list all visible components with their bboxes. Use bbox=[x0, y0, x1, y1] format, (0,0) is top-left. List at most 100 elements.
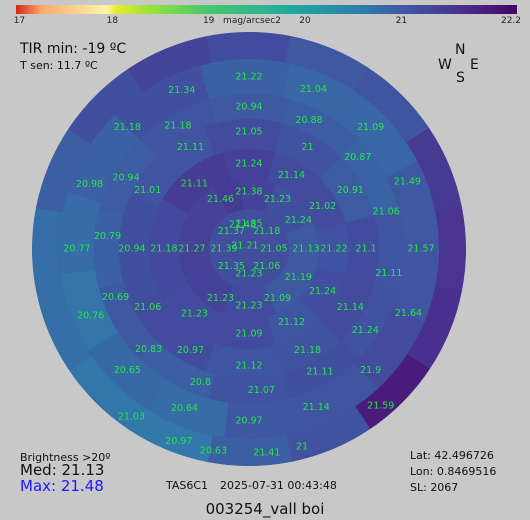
sky-value-label: 21.35 bbox=[235, 219, 262, 230]
sky-value-label: 21.05 bbox=[260, 244, 287, 255]
sky-value-label: 21.38 bbox=[235, 187, 262, 198]
compass-west-label: W bbox=[438, 57, 452, 73]
sky-cell bbox=[204, 342, 283, 379]
sky-value-label: 20.77 bbox=[63, 244, 90, 255]
sky-cell bbox=[282, 340, 359, 399]
sky-cell bbox=[285, 222, 319, 276]
sky-cell bbox=[386, 161, 439, 243]
sky-cell bbox=[68, 69, 143, 145]
sky-cell bbox=[149, 199, 189, 299]
sky-cell bbox=[392, 240, 439, 322]
sky-value-label: 21.34 bbox=[168, 85, 195, 96]
sky-value-label: 21.07 bbox=[248, 385, 275, 396]
sky-value-label: 21.06 bbox=[134, 302, 161, 313]
sky-cell bbox=[319, 157, 375, 224]
sky-value-label: 21.06 bbox=[373, 207, 400, 218]
sky-cell bbox=[59, 191, 102, 274]
sky-cell bbox=[223, 316, 275, 350]
sky-value-label: 21.57 bbox=[407, 244, 434, 255]
sky-value-label: 21.27 bbox=[178, 244, 205, 255]
sky-value-label: 21.24 bbox=[285, 215, 312, 226]
sky-cell bbox=[35, 129, 91, 213]
colorbar-tick-21: 21 bbox=[395, 16, 408, 26]
colorbar-tick-22.2: 22.2 bbox=[500, 16, 522, 26]
sky-value-label: 20.79 bbox=[94, 231, 121, 242]
sky-cell bbox=[114, 65, 209, 140]
sky-cell bbox=[340, 139, 399, 216]
station-id: TAS6C1 bbox=[166, 479, 209, 492]
sky-cell bbox=[88, 332, 166, 410]
sky-value-label: 21.11 bbox=[375, 268, 402, 279]
sky-value-label: 21.49 bbox=[394, 176, 421, 187]
sky-value-label: 21 bbox=[296, 442, 308, 453]
sky-cell bbox=[184, 264, 234, 314]
sky-cell bbox=[32, 207, 63, 293]
sky-cell bbox=[343, 98, 418, 178]
latitude: Lat: 42.496726 bbox=[410, 449, 494, 462]
sky-cell bbox=[129, 407, 213, 463]
sky-value-label: 21.24 bbox=[352, 325, 379, 336]
timestamp: 2025-07-31 00:43:48 bbox=[220, 479, 337, 492]
sky-cell bbox=[127, 36, 212, 92]
sky-cell bbox=[205, 32, 291, 63]
sky-cell bbox=[139, 99, 216, 158]
sky-value-label: 21.09 bbox=[235, 329, 262, 340]
sky-cell bbox=[374, 208, 404, 290]
colorbar-unit-label: mag/arcsec2 bbox=[223, 16, 281, 26]
sky-cell bbox=[139, 340, 216, 399]
sky-value-label: 21.9 bbox=[360, 365, 381, 376]
sky-cell bbox=[208, 374, 290, 404]
sky-cell bbox=[67, 114, 140, 203]
sky-cell bbox=[298, 178, 346, 231]
sky-value-label: 20.97 bbox=[177, 345, 204, 356]
sky-cell bbox=[131, 126, 215, 207]
sky-value-label: 21.23 bbox=[264, 194, 291, 205]
sky-value-label: 20.83 bbox=[135, 344, 162, 355]
sky-value-label: 21.12 bbox=[235, 361, 262, 372]
sky-value-labels: 21.2121.3521.1821.0521.0621.2321.3521.39… bbox=[63, 72, 434, 459]
sky-value-label: 21.22 bbox=[320, 244, 347, 255]
sky-value-label: 21.03 bbox=[118, 411, 145, 422]
sky-value-label: 20.63 bbox=[200, 445, 227, 456]
sky-value-label: 21.48 bbox=[229, 219, 256, 230]
sky-cell bbox=[264, 184, 314, 234]
max-value: Max: 21.48 bbox=[20, 477, 104, 495]
brightness-label: Brightness >20º bbox=[20, 451, 111, 464]
sky-value-label: 20.91 bbox=[337, 185, 364, 196]
sky-cell bbox=[406, 127, 462, 212]
sky-cell bbox=[316, 223, 350, 275]
sky-cell bbox=[407, 285, 463, 369]
sky-value-label: 21.11 bbox=[181, 178, 208, 189]
sky-cell bbox=[286, 406, 371, 462]
sky-cell bbox=[204, 119, 283, 156]
sky-cell bbox=[199, 59, 291, 100]
sky-value-label: 21.22 bbox=[235, 72, 262, 83]
colorbar bbox=[16, 5, 517, 14]
sky-value-label: 21.06 bbox=[253, 261, 280, 272]
sky-cell bbox=[264, 264, 314, 314]
sky-value-label: 21.18 bbox=[294, 345, 321, 356]
sky-cell bbox=[298, 267, 346, 320]
sky-value-label: 21.18 bbox=[114, 122, 141, 133]
sea-level-altitude: SL: 2067 bbox=[410, 481, 459, 494]
sky-cell bbox=[69, 355, 145, 430]
sky-value-label: 21.23 bbox=[235, 269, 262, 280]
sky-value-label: 21.13 bbox=[292, 244, 319, 255]
sky-value-label: 21.1 bbox=[355, 244, 376, 255]
sky-cell bbox=[355, 353, 430, 429]
sky-cell bbox=[36, 286, 92, 371]
sky-value-label: 21.24 bbox=[309, 286, 336, 297]
sky-cell bbox=[224, 396, 307, 439]
sky-value-label: 20.65 bbox=[114, 365, 141, 376]
sky-sectors bbox=[32, 32, 466, 466]
sky-value-label: 20.64 bbox=[171, 403, 198, 414]
sky-value-label: 20.8 bbox=[190, 377, 211, 388]
sky-cell bbox=[285, 35, 369, 91]
sky-cell bbox=[295, 363, 378, 431]
sky-cell bbox=[131, 291, 215, 372]
sky-cell bbox=[162, 152, 231, 214]
sky-value-label: 20.88 bbox=[295, 115, 322, 126]
sky-value-label: 21.64 bbox=[395, 308, 422, 319]
sky-cell bbox=[179, 222, 213, 276]
